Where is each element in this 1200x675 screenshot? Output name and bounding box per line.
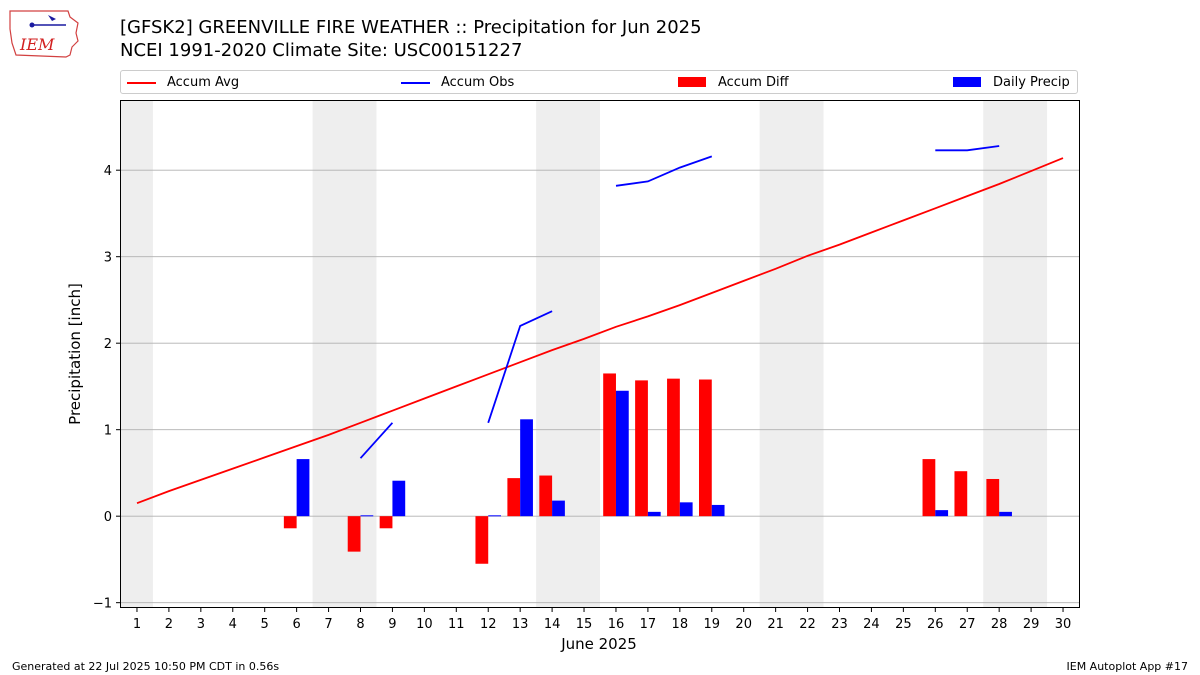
bar-daily-precip [488,515,502,517]
bar-accum-diff [347,516,361,552]
x-tick-label: 8 [356,617,364,632]
y-axis-label: Precipitation [inch] [66,283,84,425]
y-tick-label: 4 [104,164,112,179]
bar-daily-precip [647,511,661,517]
x-tick-label: 23 [831,617,848,632]
bar-accum-diff [475,516,489,564]
chart-title: [GFSK2] GREENVILLE FIRE WEATHER :: Preci… [120,17,702,38]
x-tick-label: 25 [895,617,912,632]
x-tick-label: 6 [292,617,300,632]
x-tick-label: 3 [197,617,205,632]
weekend-band [759,101,824,607]
bar-daily-precip [360,515,374,517]
bar-accum-diff [507,478,521,517]
x-tick-label: 2 [165,617,173,632]
line-accum-avg [136,157,1064,505]
bar-accum-diff [539,475,553,517]
bar-daily-precip [999,511,1012,517]
line-accum-obs [487,310,553,424]
legend-label-accum-obs: Accum Obs [441,75,515,90]
legend-label-daily-precip: Daily Precip [993,75,1070,90]
generated-timestamp: Generated at 22 Jul 2025 10:50 PM CDT in… [12,660,280,673]
x-tick-label: 28 [991,617,1008,632]
x-tick-label: 9 [388,617,396,632]
bar-daily-precip [296,459,310,517]
bar-accum-diff [283,516,297,529]
chart-subtitle: NCEI 1991-2020 Climate Site: USC00151227 [120,40,523,61]
x-tick-label: 29 [1023,617,1040,632]
line-accum-obs [359,422,394,459]
x-tick-label: 17 [640,617,657,632]
bar-accum-diff [635,380,648,517]
x-tick-label: 1 [133,617,141,632]
bar-accum-diff [667,378,680,517]
x-tick-label: 20 [735,617,752,632]
bar-accum-diff [922,459,936,517]
x-tick-label: 16 [608,617,625,632]
y-tick-label: −1 [93,597,112,612]
y-tick-label: 1 [104,424,112,439]
x-tick-label: 7 [324,617,332,632]
line-accum-obs [935,145,1000,152]
bar-accum-diff [698,379,712,517]
x-tick-label: 14 [544,617,561,632]
bar-accum-diff [954,471,968,517]
x-axis-label: June 2025 [560,635,637,653]
bar-daily-precip [392,480,406,517]
weekend-band [121,101,153,607]
x-tick-label: 10 [416,617,433,632]
bar-daily-precip [679,502,693,517]
x-tick-label: 30 [1055,617,1072,632]
x-tick-label: 15 [576,617,593,632]
bar-daily-precip [520,419,533,517]
x-tick-label: 4 [229,617,237,632]
autoplot-app-label: IEM Autoplot App #17 [1066,660,1189,673]
x-tick-label: 24 [863,617,880,632]
x-tick-label: 5 [261,617,269,632]
legend-swatch-daily-precip [953,77,981,87]
bar-daily-precip [552,500,565,517]
x-tick-label: 19 [703,617,720,632]
line-accum-obs [615,155,713,187]
logo-text: IEM [19,35,55,54]
x-tick-label: 11 [448,617,465,632]
iem-logo: IEM [9,10,79,58]
legend-swatch-accum-avg [127,82,156,84]
bar-daily-precip [935,510,949,517]
x-tick-label: 18 [672,617,689,632]
bar-accum-diff [986,478,1000,517]
x-tick-label: 22 [799,617,816,632]
bar-daily-precip [711,504,725,517]
plot-frame [120,100,1080,608]
y-tick-label: 0 [104,510,112,525]
legend: Accum Avg Accum Obs Accum Diff Daily Pre… [120,70,1078,94]
weekend-band [536,101,600,607]
y-tick-label: 2 [104,337,112,352]
x-tick-label: 26 [927,617,944,632]
legend-label-accum-avg: Accum Avg [167,75,240,90]
legend-label-accum-diff: Accum Diff [718,75,789,90]
legend-swatch-accum-obs [401,82,430,84]
iowa-state-outline [9,10,79,58]
x-tick-label: 27 [959,617,976,632]
weekend-band [312,101,377,607]
x-tick-label: 13 [512,617,529,632]
bar-daily-precip [615,390,629,517]
y-tick-label: 3 [104,251,112,266]
bar-accum-diff [603,373,616,517]
x-tick-label: 21 [767,617,784,632]
x-tick-label: 12 [480,617,497,632]
legend-swatch-accum-diff [678,77,706,87]
bar-accum-diff [379,516,393,529]
